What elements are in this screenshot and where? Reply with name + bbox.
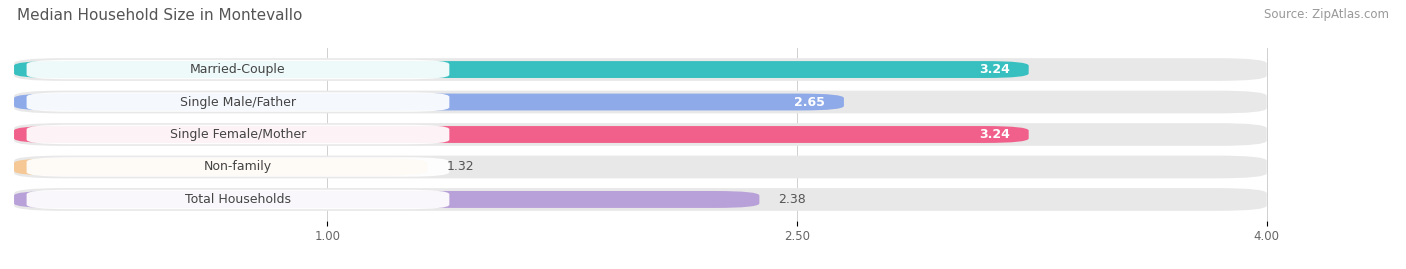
Text: Median Household Size in Montevallo: Median Household Size in Montevallo — [17, 8, 302, 23]
Text: 3.24: 3.24 — [979, 63, 1010, 76]
Text: Single Male/Father: Single Male/Father — [180, 95, 297, 108]
FancyBboxPatch shape — [14, 155, 1267, 178]
Text: Married-Couple: Married-Couple — [190, 63, 285, 76]
FancyBboxPatch shape — [27, 60, 450, 79]
Text: 1.32: 1.32 — [446, 161, 474, 174]
Text: 2.65: 2.65 — [794, 95, 825, 108]
FancyBboxPatch shape — [14, 126, 1029, 143]
FancyBboxPatch shape — [27, 190, 450, 209]
FancyBboxPatch shape — [14, 188, 1267, 211]
Text: 3.24: 3.24 — [979, 128, 1010, 141]
FancyBboxPatch shape — [27, 125, 450, 144]
Text: Total Households: Total Households — [186, 193, 291, 206]
FancyBboxPatch shape — [14, 61, 1029, 78]
Text: Source: ZipAtlas.com: Source: ZipAtlas.com — [1264, 8, 1389, 21]
FancyBboxPatch shape — [27, 157, 450, 177]
FancyBboxPatch shape — [14, 123, 1267, 146]
FancyBboxPatch shape — [14, 91, 1267, 114]
Text: 2.38: 2.38 — [778, 193, 806, 206]
FancyBboxPatch shape — [14, 58, 1267, 81]
Text: Single Female/Mother: Single Female/Mother — [170, 128, 307, 141]
FancyBboxPatch shape — [14, 191, 759, 208]
Text: Non-family: Non-family — [204, 161, 271, 174]
FancyBboxPatch shape — [27, 92, 450, 112]
FancyBboxPatch shape — [14, 158, 427, 175]
FancyBboxPatch shape — [14, 94, 844, 111]
